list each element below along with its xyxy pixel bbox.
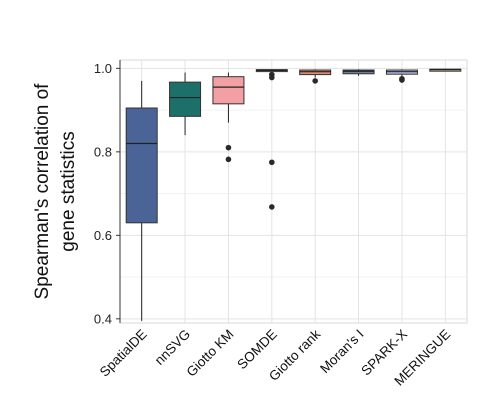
x-category-label: nnSVG [152,327,193,368]
box-body [125,107,158,224]
y-axis-title-line: Spearman's correlation of [32,83,53,300]
box-layer [125,68,462,321]
y-tick-label: 0.8 [94,144,112,159]
outlier-point [225,156,232,163]
outlier-point [269,204,275,210]
box-somde [255,69,288,210]
outlier-point [269,159,275,166]
box-body [299,69,332,76]
outlier-point [225,144,232,151]
box-moran-s-i [342,69,375,76]
y-axis-title-line: gene statistics [58,131,79,251]
box-body [342,69,375,75]
box-giotto-km [212,72,245,163]
x-category-label: Giotto KM [184,327,237,380]
x-category-label: SpatialDE [97,327,150,380]
box-body [169,81,202,117]
outlier-point [399,77,405,83]
outlier-point [312,78,318,84]
outlier-point [269,74,275,81]
box-meringue [429,68,462,72]
box-spark-x [385,69,418,83]
box-spatialde [125,80,158,321]
y-tick-label: 0.4 [94,311,112,326]
y-tick-label: 0.6 [94,228,112,243]
box-nnsvg [169,72,202,136]
box-giotto-rank [299,69,332,84]
box-body [212,76,245,105]
y-tick-label: 1.0 [94,61,112,76]
axis-layer: 0.4 0.6 0.8 1.0 [94,60,121,326]
